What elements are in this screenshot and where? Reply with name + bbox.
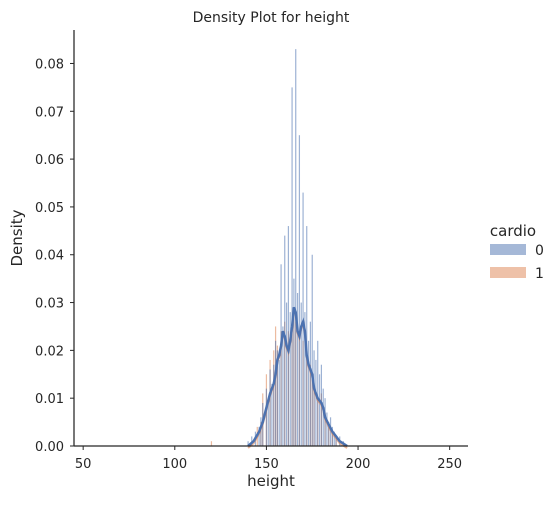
histogram-bar-series-0 — [335, 436, 337, 446]
chart-title: Density Plot for height — [193, 10, 350, 26]
histogram-bar-series-0 — [291, 87, 293, 447]
histogram-bar-series-0 — [328, 422, 330, 446]
y-tick-label: 0.06 — [35, 153, 64, 168]
legend-label-1: 1 — [535, 266, 544, 282]
histogram-bar-series-0 — [274, 340, 277, 446]
histogram-bar-series-0 — [331, 426, 333, 446]
y-tick-label: 0.01 — [35, 392, 64, 407]
histogram-bar-series-0 — [298, 135, 301, 446]
histogram-bar-series-0 — [296, 292, 299, 446]
histogram-bar-series-0 — [326, 412, 328, 446]
histogram-bar-series-0 — [273, 364, 275, 446]
histogram-bar-series-0 — [324, 398, 326, 446]
y-tick-label: 0.08 — [35, 57, 64, 72]
histogram-bar-series-0 — [333, 431, 335, 446]
histogram-bar-series-0 — [280, 264, 282, 446]
legend: cardio 0 1 — [490, 222, 544, 282]
y-tick-label: 0.07 — [35, 105, 64, 120]
kde-layer — [247, 306, 348, 449]
legend-swatch-1 — [490, 267, 526, 278]
x-axis-label: height — [247, 472, 295, 490]
histogram-bar-series-0 — [287, 226, 290, 446]
histogram-bar-series-0 — [247, 441, 249, 446]
histogram-bar-series-0 — [313, 350, 315, 446]
legend-label-0: 0 — [535, 243, 544, 259]
y-tick-label: 0.00 — [35, 440, 64, 455]
histogram-bar-series-0 — [307, 340, 310, 446]
x-tick-label: 50 — [75, 457, 92, 472]
legend-swatch-0 — [490, 244, 526, 255]
histogram-bar-series-0 — [276, 350, 279, 446]
y-tick-label: 0.04 — [35, 249, 64, 264]
histogram-bar-series-0 — [306, 226, 308, 446]
histogram-bar-series-0 — [267, 398, 269, 446]
histogram-bar-series-0 — [295, 49, 297, 447]
x-axis-ticks: 50 100 150 200 250 — [75, 446, 462, 472]
x-tick-label: 250 — [437, 457, 462, 472]
legend-title: cardio — [490, 222, 536, 240]
histogram-bar-series-0 — [271, 383, 273, 446]
histogram-bar-series-0 — [317, 340, 319, 446]
x-tick-label: 100 — [162, 457, 187, 472]
series-0-bars — [247, 49, 344, 447]
y-tick-label: 0.03 — [35, 297, 64, 312]
histogram-bar-series-1 — [210, 441, 213, 446]
histogram-bar-series-0 — [258, 426, 260, 446]
histogram-bar-series-0 — [282, 326, 284, 446]
y-tick-label: 0.02 — [35, 344, 64, 359]
histogram-bar-series-0 — [278, 359, 280, 446]
histogram-bar-series-0 — [265, 388, 268, 446]
histogram-bar-series-0 — [300, 302, 302, 446]
histogram-bar-series-0 — [309, 321, 311, 446]
histogram-bar-series-0 — [289, 312, 291, 446]
y-axis-label: Density — [8, 209, 26, 266]
histogram-bar-series-0 — [315, 359, 317, 446]
x-tick-label: 150 — [254, 457, 279, 472]
x-tick-label: 200 — [346, 457, 371, 472]
y-axis-ticks: 0.00 0.01 0.02 0.03 0.04 0.05 0.06 0.07 0.08 — [35, 57, 74, 455]
histogram-bar-series-0 — [304, 312, 306, 446]
histogram-bar-series-0 — [285, 302, 288, 446]
y-tick-label: 0.05 — [35, 201, 64, 216]
histogram-bar-series-0 — [322, 388, 324, 446]
histogram-bar-series-0 — [269, 369, 271, 446]
histogram-bar-series-0 — [318, 374, 321, 446]
histogram-bar-series-0 — [293, 278, 295, 446]
kde-curve-series-0 — [247, 306, 348, 448]
histogram-bar-series-0 — [311, 254, 313, 446]
